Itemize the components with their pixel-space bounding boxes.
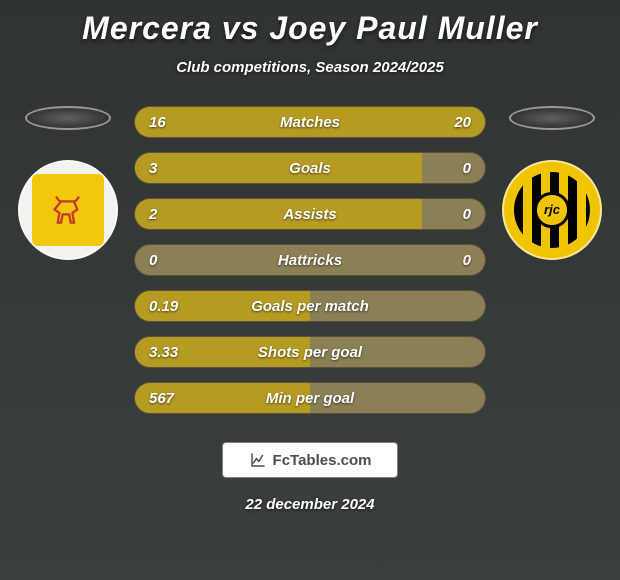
stat-value-right [398, 337, 486, 367]
stat-row: 0Hattricks0 [134, 244, 486, 276]
stat-label: Min per goal [223, 383, 398, 413]
stat-label: Goals per match [223, 291, 398, 321]
statbars: 16Matches203Goals02Assists00Hattricks00.… [134, 106, 486, 414]
page-root: Mercera vs Joey Paul Muller Club competi… [0, 0, 620, 580]
stat-value-right: 0 [398, 199, 486, 229]
page-title: Mercera vs Joey Paul Muller [0, 0, 620, 47]
branding-text: FcTables.com [273, 452, 372, 469]
player-left-slot [18, 106, 118, 260]
roda-crest-text: rjc [534, 192, 569, 227]
stat-value-right [398, 383, 486, 413]
player-right-club-badge: rjc [502, 160, 602, 260]
roda-crest: rjc [514, 172, 591, 249]
stat-label: Goals [223, 153, 398, 183]
stat-label: Hattricks [223, 245, 398, 275]
stat-row: 3.33Shots per goal [134, 336, 486, 368]
footer-date: 22 december 2024 [0, 496, 620, 513]
stat-value-left: 0 [135, 245, 223, 275]
deer-icon [48, 190, 87, 229]
stat-row: 567Min per goal [134, 382, 486, 414]
stat-row: 16Matches20 [134, 106, 486, 138]
stat-value-left: 2 [135, 199, 223, 229]
player-left-spotlight [25, 106, 111, 130]
stat-row: 0.19Goals per match [134, 290, 486, 322]
branding-badge[interactable]: FcTables.com [222, 442, 398, 478]
chart-icon [249, 451, 267, 469]
stat-label: Shots per goal [223, 337, 398, 367]
stat-value-left: 567 [135, 383, 223, 413]
player-left-club-badge [18, 160, 118, 260]
stat-value-right [398, 291, 486, 321]
stat-value-right: 0 [398, 153, 486, 183]
stats-arena: rjc 16Matches203Goals02Assists00Hattrick… [0, 106, 620, 414]
stat-value-right: 0 [398, 245, 486, 275]
stat-label: Matches [223, 107, 398, 137]
stat-value-left: 0.19 [135, 291, 223, 321]
player-right-slot: rjc [502, 106, 602, 260]
stat-value-left: 16 [135, 107, 223, 137]
stat-row: 3Goals0 [134, 152, 486, 184]
stat-label: Assists [223, 199, 398, 229]
stat-row: 2Assists0 [134, 198, 486, 230]
stat-value-right: 20 [398, 107, 486, 137]
cambuur-crest [32, 174, 103, 245]
stat-value-left: 3 [135, 153, 223, 183]
stat-value-left: 3.33 [135, 337, 223, 367]
page-subtitle: Club competitions, Season 2024/2025 [0, 59, 620, 76]
player-right-spotlight [509, 106, 595, 130]
